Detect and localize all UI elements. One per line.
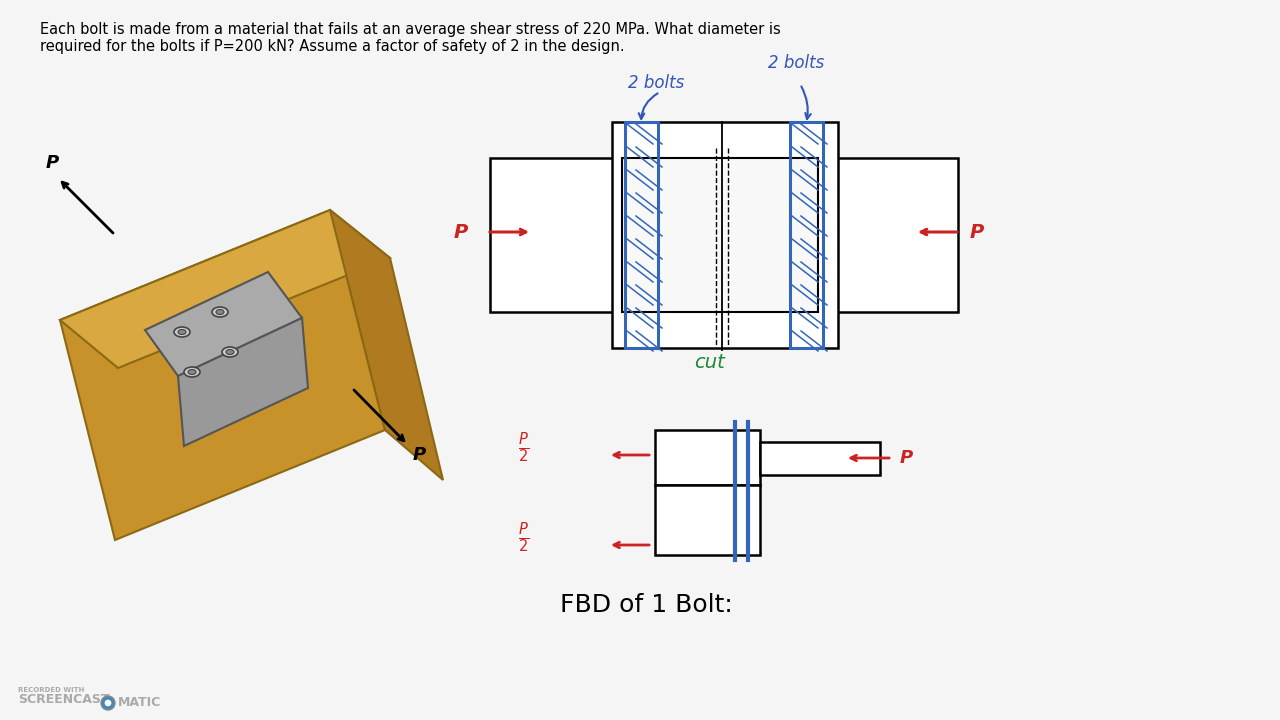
Circle shape xyxy=(101,696,115,710)
Text: MATIC: MATIC xyxy=(118,696,161,709)
Ellipse shape xyxy=(174,327,189,337)
Polygon shape xyxy=(60,210,390,368)
Text: $\frac{P}{2}$: $\frac{P}{2}$ xyxy=(518,431,530,465)
Text: $\frac{P}{2}$: $\frac{P}{2}$ xyxy=(518,521,530,555)
Text: cut: cut xyxy=(694,353,724,372)
Ellipse shape xyxy=(178,330,186,335)
Text: 2 bolts: 2 bolts xyxy=(768,54,824,72)
Text: P: P xyxy=(970,222,984,241)
Ellipse shape xyxy=(221,347,238,357)
Text: P: P xyxy=(413,446,426,464)
Polygon shape xyxy=(612,122,838,348)
Polygon shape xyxy=(178,318,308,446)
Text: P: P xyxy=(900,449,913,467)
Polygon shape xyxy=(330,210,443,480)
Polygon shape xyxy=(655,485,760,555)
Text: FBD of 1 Bolt:: FBD of 1 Bolt: xyxy=(561,593,732,617)
Polygon shape xyxy=(60,210,385,540)
Polygon shape xyxy=(655,430,760,485)
Text: P: P xyxy=(46,154,59,172)
Polygon shape xyxy=(622,158,818,312)
Polygon shape xyxy=(490,158,622,312)
Ellipse shape xyxy=(212,307,228,317)
Polygon shape xyxy=(760,442,881,475)
Text: Each bolt is made from a material that fails at an average shear stress of 220 M: Each bolt is made from a material that f… xyxy=(40,22,781,55)
Ellipse shape xyxy=(227,349,234,354)
Text: SCREENCAST: SCREENCAST xyxy=(18,693,110,706)
Polygon shape xyxy=(145,272,302,376)
Ellipse shape xyxy=(188,369,196,374)
Ellipse shape xyxy=(184,367,200,377)
Text: P: P xyxy=(453,222,468,241)
Text: RECORDED WITH: RECORDED WITH xyxy=(18,687,84,693)
Text: 2 bolts: 2 bolts xyxy=(628,74,685,92)
Ellipse shape xyxy=(216,310,224,315)
Polygon shape xyxy=(818,158,957,312)
Circle shape xyxy=(105,700,111,706)
